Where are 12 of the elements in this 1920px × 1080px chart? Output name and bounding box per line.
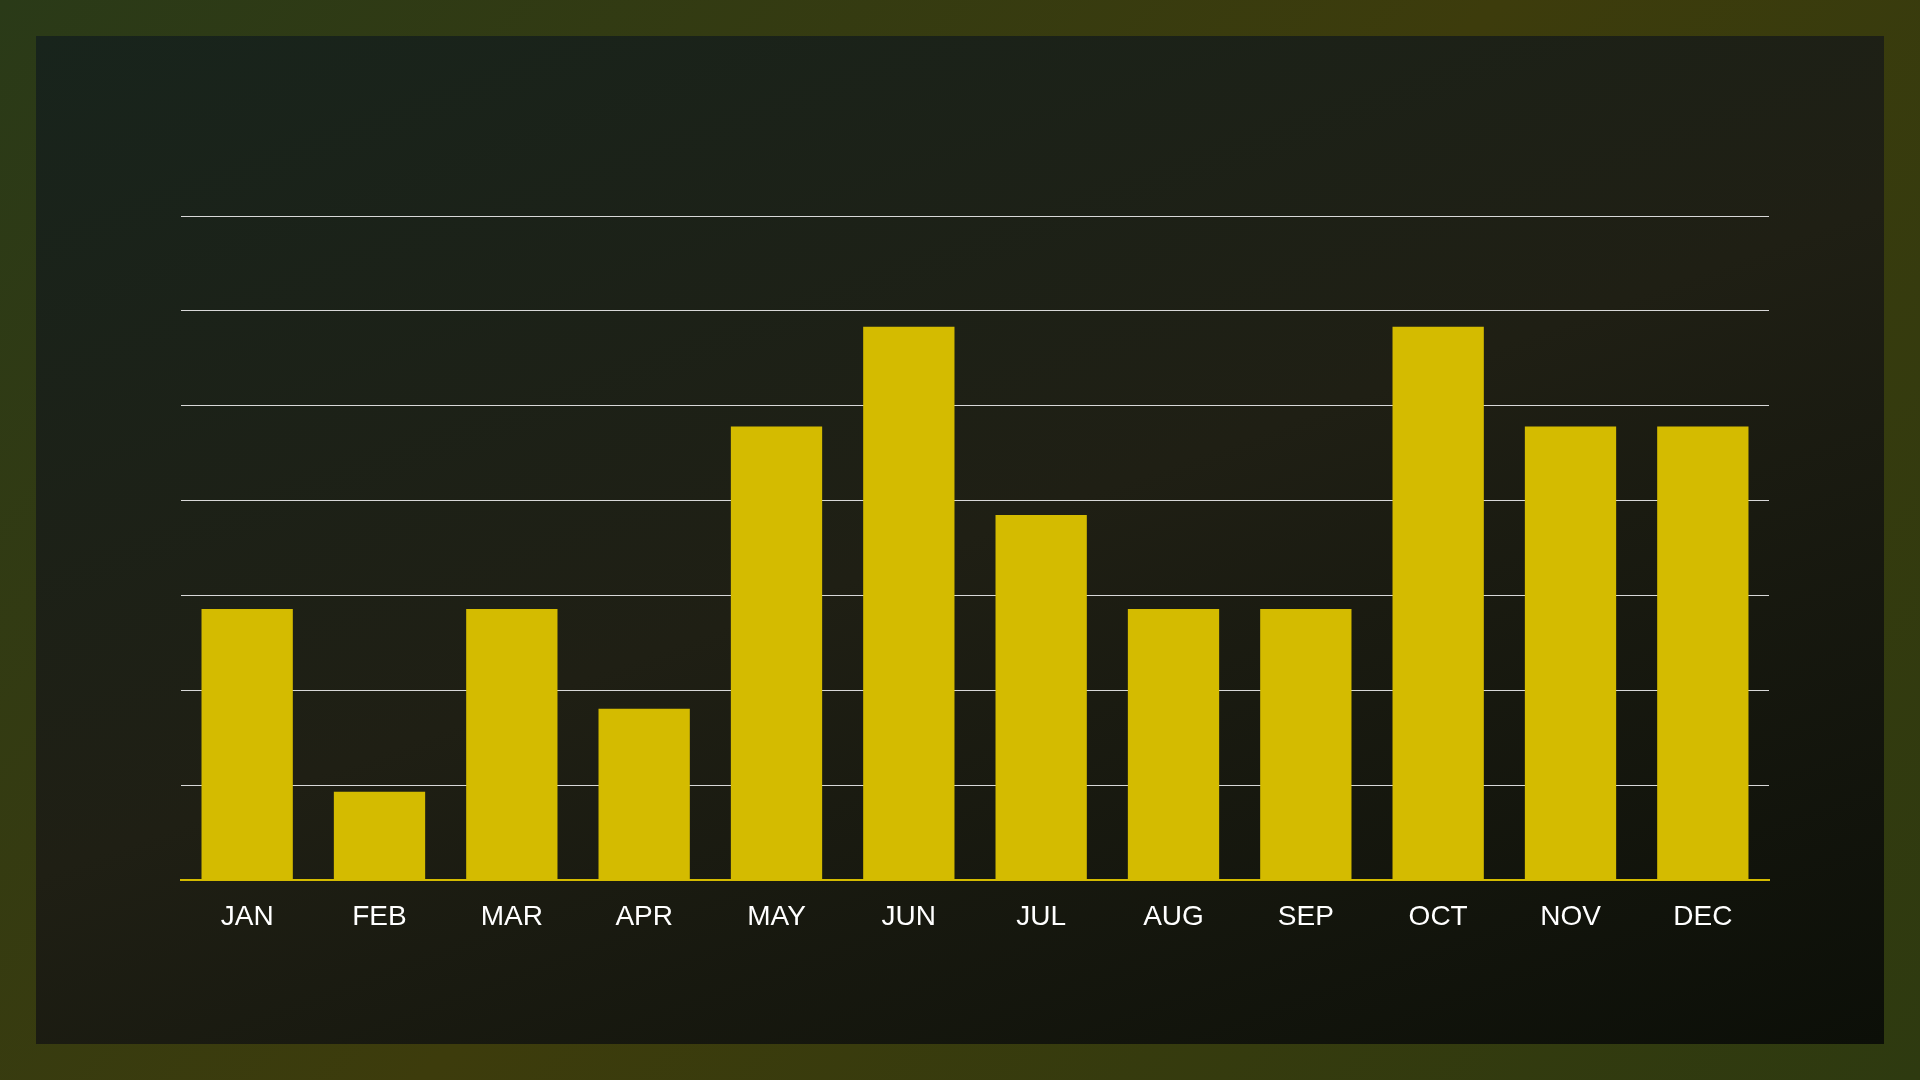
x-tick-label: MAR	[480, 899, 543, 931]
x-tick-label: MAY	[747, 899, 807, 931]
x-tick-label: FEB	[352, 899, 407, 931]
x-tick-label: JUL	[1016, 899, 1067, 931]
x-tick-label: DEC	[1673, 899, 1733, 931]
x-tick-label: JUN	[881, 899, 937, 931]
x-tick-label: JAN	[220, 899, 274, 931]
x-tick-label: AUG	[1143, 899, 1204, 931]
x-tick-label: OCT	[1408, 899, 1468, 931]
x-tick-label: APR	[615, 899, 673, 931]
x-tick-label: NOV	[1540, 899, 1602, 931]
x-tick-label: SEP	[1277, 899, 1334, 931]
